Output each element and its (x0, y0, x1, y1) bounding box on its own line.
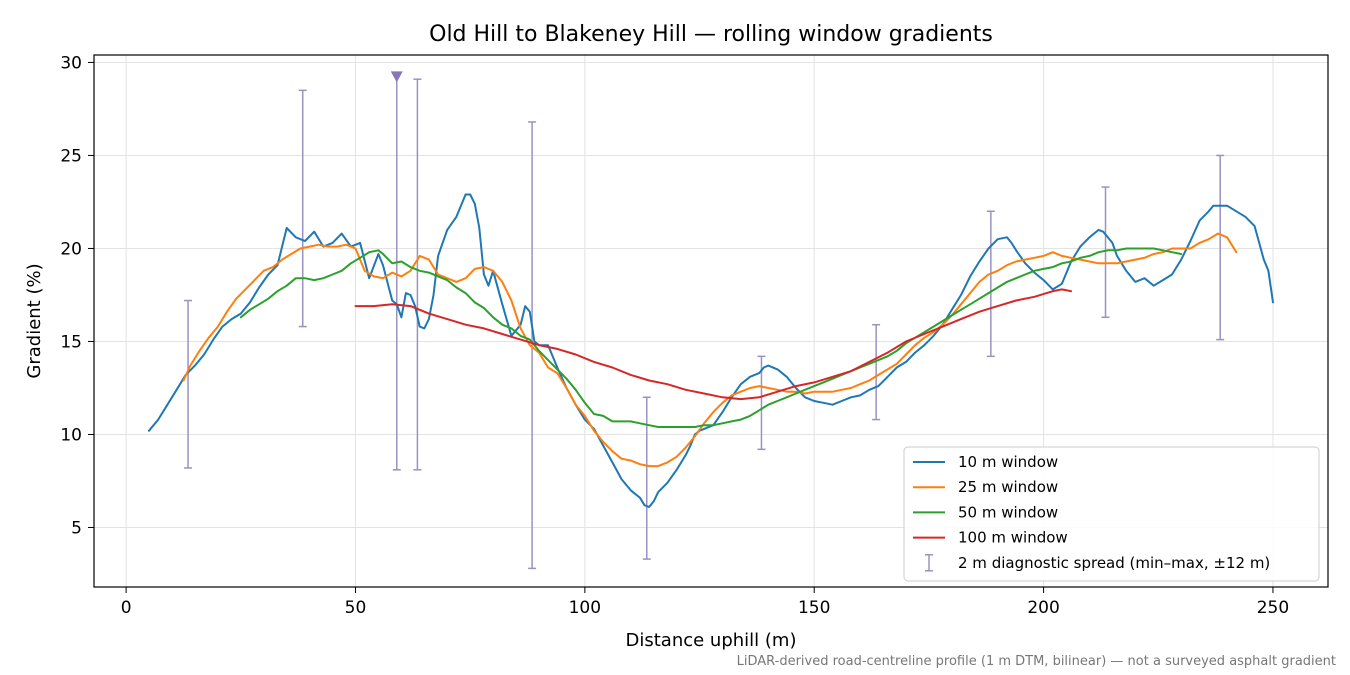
legend-label: 2 m diagnostic spread (min–max, ±12 m) (958, 554, 1270, 572)
x-tick-label: 0 (121, 598, 132, 618)
diagnostic-spread-bar (1101, 186, 1110, 319)
plot-frame (93, 54, 1329, 588)
y-axis-label: Gradient (%) (24, 263, 45, 378)
legend-items: 10 m window 25 m window 50 m window 100 m w… (913, 453, 1270, 572)
diagnostic-spread-bars (184, 71, 1225, 570)
y-tick-label: 5 (71, 518, 82, 538)
x-tick-label: 200 (1027, 598, 1059, 618)
y-tick-label: 25 (60, 146, 82, 166)
x-tick-label: 150 (798, 598, 830, 618)
diagnostic-spread-bar (413, 78, 422, 471)
legend-label: 100 m window (958, 529, 1068, 547)
x-tick-label: 100 (569, 598, 601, 618)
x-tick-label: 250 (1257, 598, 1289, 618)
diagnostic-spread-bar (298, 89, 307, 328)
diagnostic-spread-bar (390, 71, 403, 471)
y-tick-label: 20 (60, 239, 82, 259)
clipped-marker (390, 71, 403, 83)
series-line-1 (148, 193, 1274, 508)
axis-ticks: 0 50 100 150 200 250 5 10 15 20 25 30 (60, 53, 1289, 618)
legend-box (903, 446, 1320, 582)
diagnostic-spread-bar (528, 121, 537, 570)
series-lines (148, 193, 1274, 508)
legend-item: 10 m window (913, 453, 1058, 471)
legend-item: 50 m window (913, 503, 1058, 521)
legend-item: 25 m window (913, 478, 1058, 496)
legend-item: 2 m diagnostic spread (min–max, ±12 m) (925, 554, 1270, 572)
legend: 10 m window 25 m window 50 m window 100 m w… (903, 446, 1320, 582)
y-tick-label: 10 (60, 425, 82, 445)
legend-label: 50 m window (958, 503, 1058, 521)
legend-item: 100 m window (913, 529, 1068, 547)
y-tick-label: 30 (60, 53, 82, 73)
y-tick-label: 15 (60, 332, 82, 352)
diagnostic-spread-bar (184, 299, 193, 469)
legend-label: 25 m window (958, 478, 1058, 496)
x-tick-label: 50 (345, 598, 367, 618)
series-line-2 (182, 232, 1238, 468)
footnote: LiDAR-derived road-centreline profile (1… (737, 654, 1336, 669)
series-line-4 (354, 288, 1073, 401)
chart-title: Old Hill to Blakeney Hill — rolling wind… (429, 22, 993, 47)
diagnostic-spread-bar (986, 210, 995, 358)
x-axis-label: Distance uphill (m) (626, 630, 797, 651)
series-line-3 (239, 247, 1183, 428)
diagnostic-spread-bar (872, 323, 881, 421)
diagnostic-spread-bar (642, 396, 651, 560)
diagnostic-spread-bar (1216, 154, 1225, 341)
legend-label: 10 m window (958, 453, 1058, 471)
